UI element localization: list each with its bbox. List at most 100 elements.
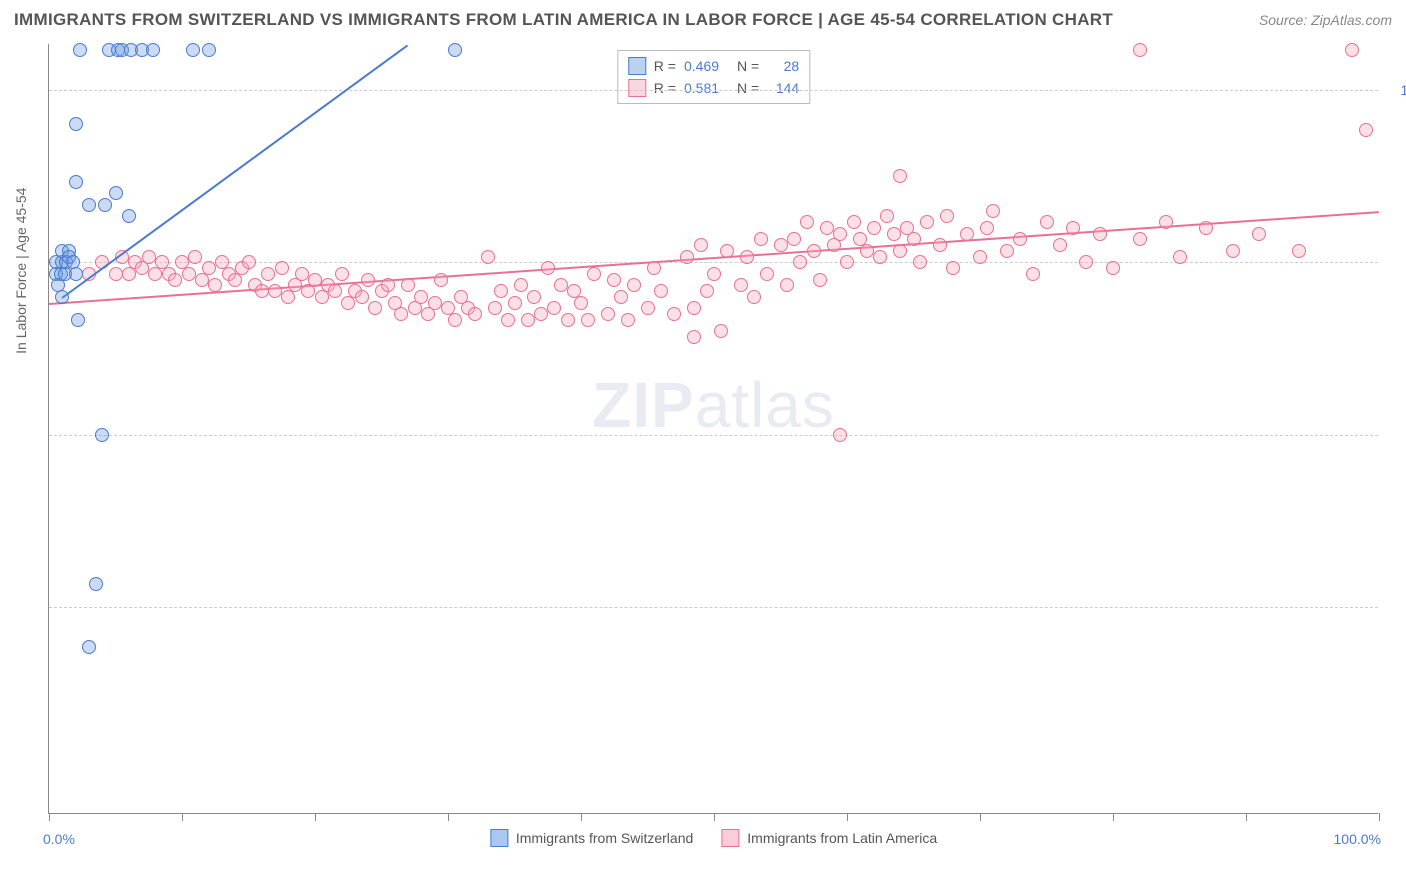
data-point <box>680 250 694 264</box>
data-point <box>833 428 847 442</box>
data-point <box>521 313 535 327</box>
data-point <box>847 215 861 229</box>
data-point <box>1040 215 1054 229</box>
data-point <box>694 238 708 252</box>
legend-bottom: Immigrants from SwitzerlandImmigrants fr… <box>490 829 937 847</box>
data-point <box>255 284 269 298</box>
data-point <box>89 577 103 591</box>
data-point <box>687 301 701 315</box>
data-point <box>774 238 788 252</box>
legend-top: R =0.469N =28R =0.581N =144 <box>617 50 810 104</box>
data-point <box>833 227 847 241</box>
data-point <box>186 43 200 57</box>
legend-swatch <box>628 57 646 75</box>
y-gridline <box>49 607 1378 608</box>
data-point <box>414 290 428 304</box>
data-point <box>1199 221 1213 235</box>
data-point <box>946 261 960 275</box>
x-tick <box>980 813 981 821</box>
data-point <box>920 215 934 229</box>
data-point <box>1345 43 1359 57</box>
data-point <box>242 255 256 269</box>
data-point <box>760 267 774 281</box>
data-point <box>508 296 522 310</box>
data-point <box>109 267 123 281</box>
data-point <box>913 255 927 269</box>
x-tick <box>182 813 183 821</box>
y-gridline <box>49 435 1378 436</box>
x-tick <box>448 813 449 821</box>
trend-line <box>62 44 409 298</box>
y-tick-label: 70.0% <box>1388 427 1406 443</box>
x-tick <box>1246 813 1247 821</box>
data-point <box>1359 123 1373 137</box>
data-point <box>780 278 794 292</box>
legend-n-label: N = <box>737 58 759 74</box>
data-point <box>840 255 854 269</box>
data-point <box>820 221 834 235</box>
legend-top-row: R =0.469N =28 <box>628 55 799 77</box>
data-point <box>401 278 415 292</box>
data-point <box>394 307 408 321</box>
data-point <box>887 227 901 241</box>
y-axis-title: In Labor Force | Age 45-54 <box>13 187 29 353</box>
data-point <box>188 250 202 264</box>
data-point <box>527 290 541 304</box>
data-point <box>361 273 375 287</box>
data-point <box>1053 238 1067 252</box>
data-point <box>893 244 907 258</box>
y-tick-label: 85.0% <box>1388 254 1406 270</box>
source-value: ZipAtlas.com <box>1311 12 1392 28</box>
legend-r-label: R = <box>654 58 676 74</box>
x-tick <box>49 813 50 821</box>
data-point <box>873 250 887 264</box>
data-point <box>434 273 448 287</box>
data-point <box>867 221 881 235</box>
x-axis-min-label: 0.0% <box>43 831 75 847</box>
legend-swatch <box>721 829 739 847</box>
data-point <box>69 175 83 189</box>
data-point <box>893 169 907 183</box>
data-point <box>428 296 442 310</box>
x-axis-max-label: 100.0% <box>1334 831 1381 847</box>
data-point <box>501 313 515 327</box>
data-point <box>1159 215 1173 229</box>
data-point <box>275 261 289 275</box>
data-point <box>621 313 635 327</box>
data-point <box>82 640 96 654</box>
data-point <box>754 232 768 246</box>
chart-title: IMMIGRANTS FROM SWITZERLAND VS IMMIGRANT… <box>14 10 1113 30</box>
data-point <box>1133 232 1147 246</box>
data-point <box>1000 244 1014 258</box>
data-point <box>581 313 595 327</box>
data-point <box>142 250 156 264</box>
data-point <box>561 313 575 327</box>
data-point <box>614 290 628 304</box>
data-point <box>700 284 714 298</box>
data-point <box>268 284 282 298</box>
x-tick <box>1379 813 1380 821</box>
data-point <box>554 278 568 292</box>
data-point <box>793 255 807 269</box>
data-point <box>1066 221 1080 235</box>
legend-series-label: Immigrants from Latin America <box>747 830 937 846</box>
data-point <box>71 313 85 327</box>
source-label: Source: <box>1259 12 1307 28</box>
data-point <box>601 307 615 321</box>
data-point <box>534 307 548 321</box>
legend-r-label: R = <box>654 80 676 96</box>
y-tick-label: 100.0% <box>1388 82 1406 98</box>
legend-n-label: N = <box>737 80 759 96</box>
data-point <box>481 250 495 264</box>
data-point <box>182 267 196 281</box>
data-point <box>514 278 528 292</box>
data-point <box>720 244 734 258</box>
data-point <box>1226 244 1240 258</box>
data-point <box>973 250 987 264</box>
data-point <box>933 238 947 252</box>
data-point <box>98 198 112 212</box>
data-point <box>468 307 482 321</box>
data-point <box>740 250 754 264</box>
data-point <box>880 209 894 223</box>
legend-swatch <box>490 829 508 847</box>
